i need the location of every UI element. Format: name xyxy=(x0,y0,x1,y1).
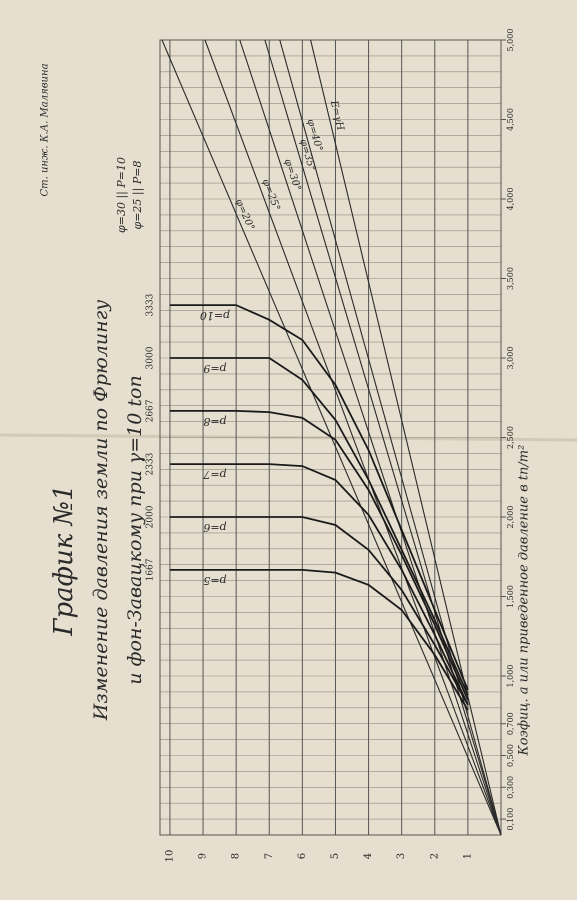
x-tick-label: 0,300 xyxy=(506,776,515,799)
chart-title: График №1 xyxy=(49,484,79,636)
chart-subtitle: Изменение давления земли по Фрюлингу xyxy=(90,300,112,721)
x-tick-label: 4,500 xyxy=(506,108,515,131)
series-line xyxy=(204,39,502,836)
x-tick-label: 4,000 xyxy=(506,188,515,211)
series-line xyxy=(239,39,502,836)
y-tick-label: 6 xyxy=(297,853,308,859)
data-label: 3000 xyxy=(146,346,156,369)
legend-label: p=7 xyxy=(203,468,226,481)
y-tick-label: 2 xyxy=(429,853,440,859)
x-tick-label: 3,000 xyxy=(506,347,515,370)
x-tick-label: 1,000 xyxy=(506,665,515,688)
y-tick-label: 8 xyxy=(231,853,242,859)
y-tick-label: 10 xyxy=(164,850,175,863)
x-axis-label: Коэфиц. a или приведенное давление в tn/… xyxy=(517,445,532,757)
y-tick-label: 4 xyxy=(363,853,374,859)
x-tick-label: 0,500 xyxy=(506,744,515,767)
plot: 1 2 3 4 5 6 7 8 9 10 0,100 0,300 0,500 0,700 1,000 1,50… xyxy=(146,29,516,863)
series-line xyxy=(169,569,469,711)
legend-label: p=8 xyxy=(203,415,226,428)
legend-label: p=6 xyxy=(203,521,226,534)
data-label: 3333 xyxy=(146,293,156,316)
x-tick-label: 1,500 xyxy=(506,585,515,608)
data-label: 2667 xyxy=(146,399,156,422)
note: φ=25 || P=8 xyxy=(131,161,145,230)
data-label: 1667 xyxy=(146,558,156,581)
series-line xyxy=(264,39,502,836)
legend-label: p=10 xyxy=(200,309,230,322)
series-line xyxy=(169,410,469,701)
series-line xyxy=(169,304,469,691)
y-tick-label: 5 xyxy=(330,853,341,859)
legend-label: p=5 xyxy=(203,574,226,587)
y-tick-label: 9 xyxy=(198,853,209,859)
series-line xyxy=(169,357,469,696)
note: φ=30 || P=10 xyxy=(115,157,129,233)
series-line xyxy=(169,516,469,706)
legend-label: p=9 xyxy=(203,362,226,375)
x-tick-label: 2,000 xyxy=(506,506,515,529)
data-label: 2333 xyxy=(146,452,156,475)
x-tick-label: 0,700 xyxy=(506,712,515,735)
x-tick-label: 3,500 xyxy=(506,267,515,290)
series-line xyxy=(169,463,469,706)
chart-subtitle: и фон-Завацкому при γ=10 ton xyxy=(124,375,146,684)
x-tick-label: 2,500 xyxy=(506,426,515,449)
y-tick-label: 3 xyxy=(396,853,407,859)
series-line xyxy=(310,39,502,836)
y-tick-label: 1 xyxy=(462,853,473,859)
signature: Ст. инж. К.А. Малявина xyxy=(40,63,51,196)
data-label: 2000 xyxy=(146,505,156,528)
x-tick-label: 0,100 xyxy=(506,808,515,831)
y-tick-label: 7 xyxy=(264,853,275,859)
x-tick-label: 5,000 xyxy=(506,29,515,52)
